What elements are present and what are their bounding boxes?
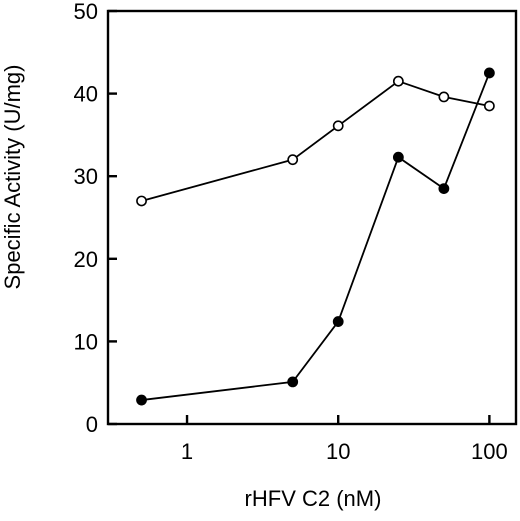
filled-circle-point — [136, 394, 147, 406]
series-line — [141, 80, 490, 202]
series-1 — [136, 75, 495, 207]
plot-series — [136, 67, 495, 406]
filled-circle-point — [287, 376, 299, 388]
y-tick-label: 20 — [74, 247, 98, 272]
x-axis-title: rHFV C2 (nM) — [245, 486, 382, 511]
open-circle-point — [136, 195, 147, 207]
x-tick-label: 10 — [326, 439, 350, 464]
y-axis-title: Specific Activity (U/mg) — [0, 65, 25, 290]
series-line — [141, 72, 491, 401]
open-circle-point — [438, 91, 450, 103]
y-tick-label: 0 — [86, 412, 98, 437]
plot-frame — [106, 9, 518, 426]
y-tick-label: 40 — [74, 82, 98, 107]
filled-circle-point — [392, 151, 404, 163]
plot-axes: 0 10 20 30 40 50 1 10 100 — [74, 0, 518, 464]
series-2 — [136, 67, 495, 406]
y-tick-label: 10 — [74, 329, 98, 354]
open-circle-point — [392, 75, 404, 87]
filled-circle-point — [332, 316, 344, 327]
x-tick-label: 100 — [471, 439, 508, 464]
x-tick-label: 1 — [181, 439, 193, 464]
open-circle-point — [287, 154, 299, 166]
y-tick-label: 30 — [74, 164, 98, 189]
open-circle-point — [332, 120, 344, 132]
filled-circle-point — [438, 183, 450, 194]
filled-circle-point — [483, 67, 495, 79]
open-circle-point — [483, 100, 495, 112]
y-tick-label: 50 — [74, 0, 98, 24]
